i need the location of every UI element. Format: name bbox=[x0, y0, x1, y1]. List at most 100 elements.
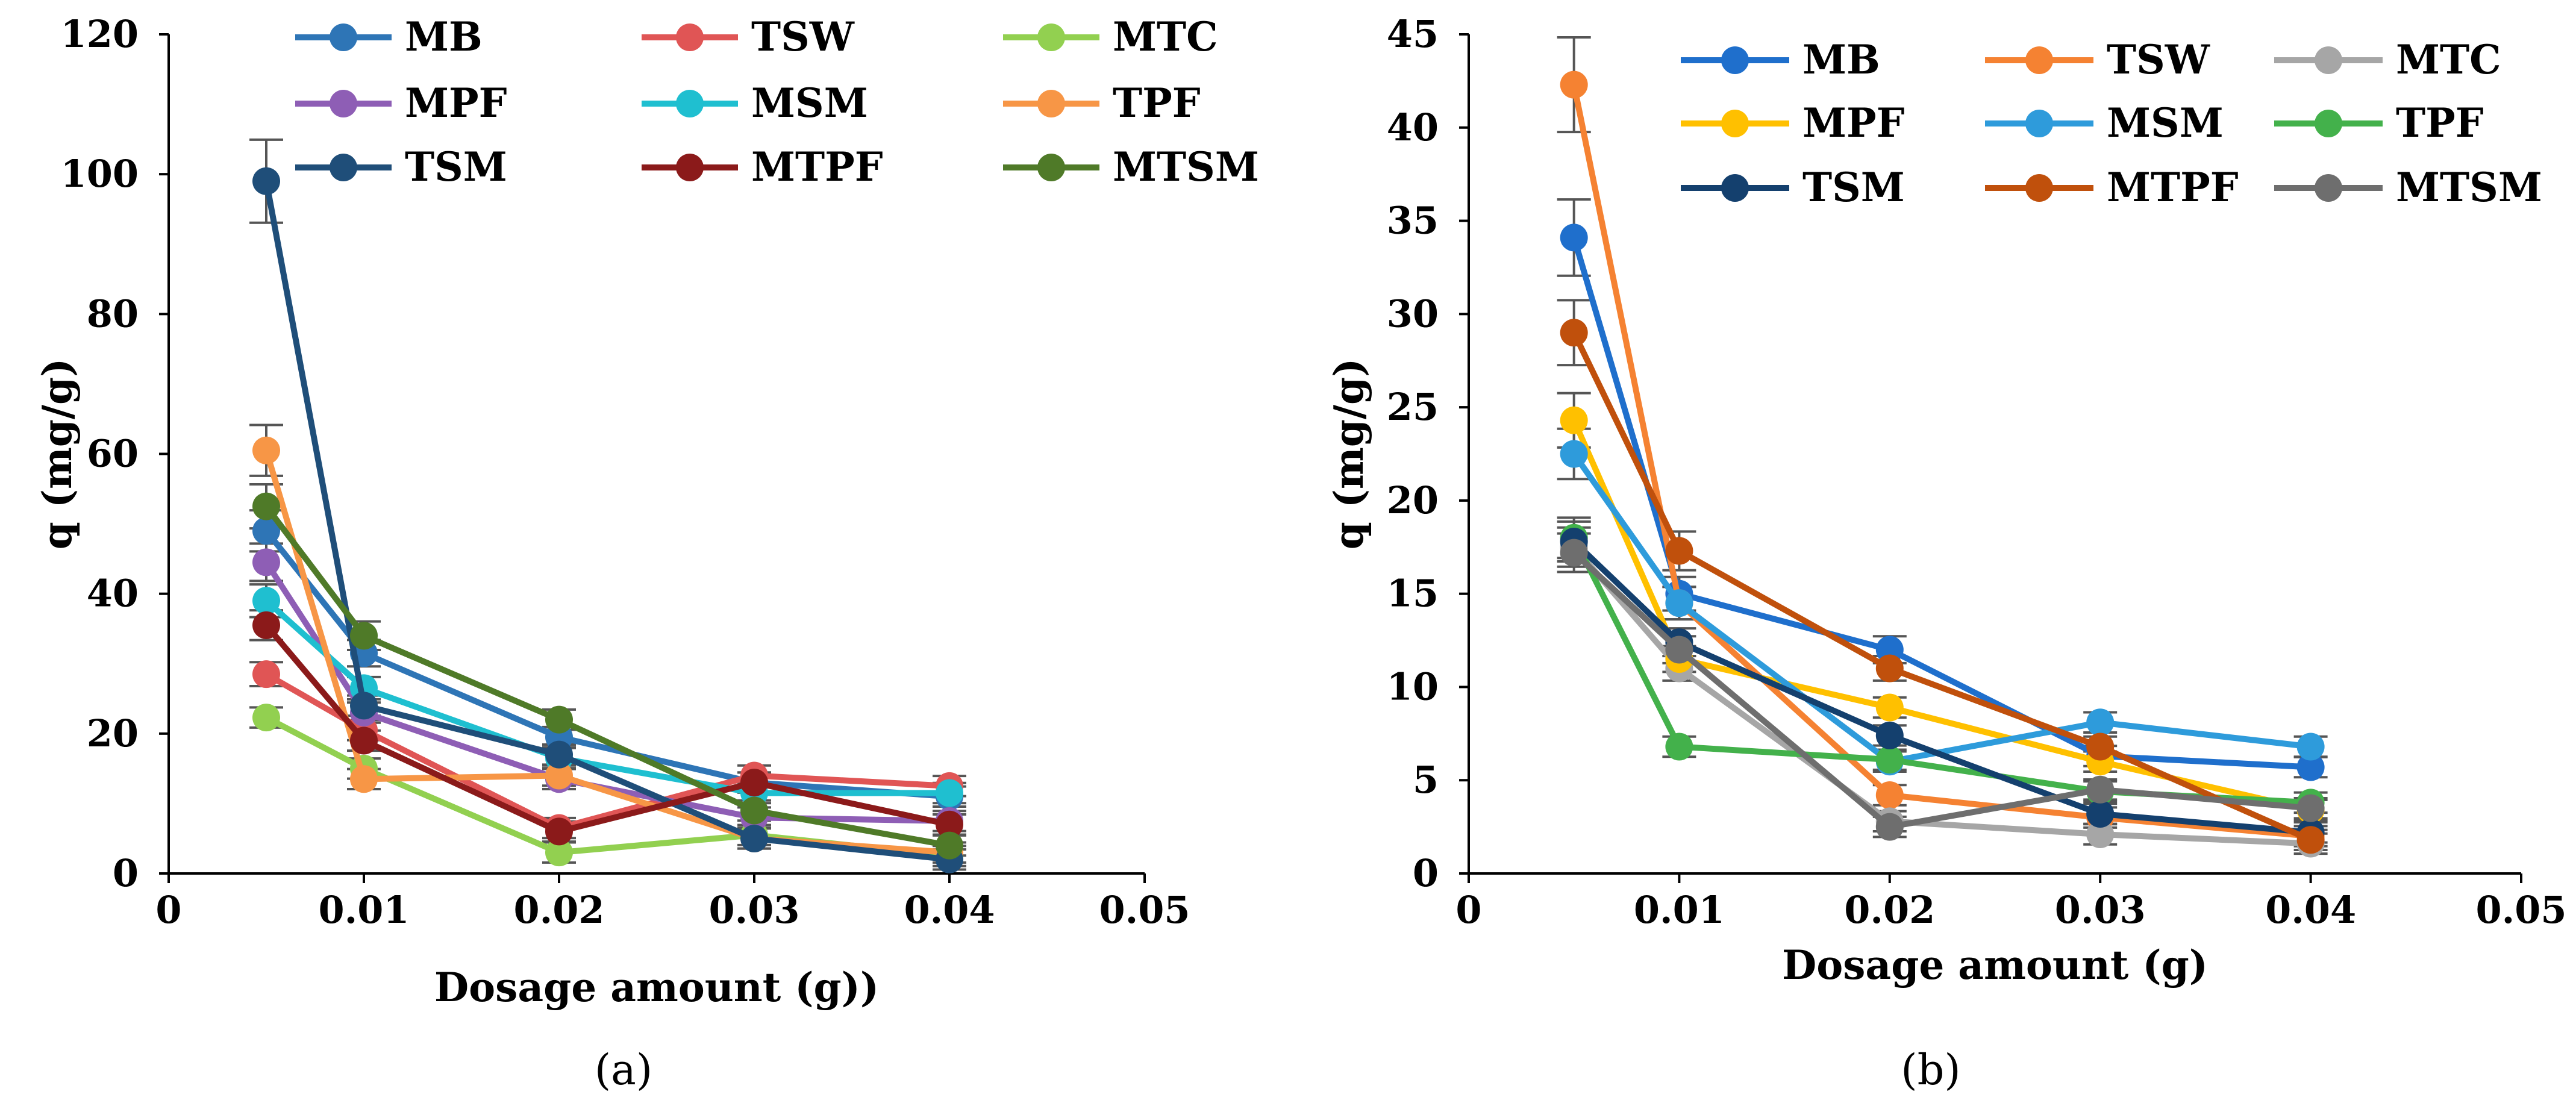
y-tick-label-b: 30 bbox=[1387, 292, 1439, 336]
data-point-b-msm bbox=[1665, 589, 1693, 617]
data-point-a-mtsm bbox=[350, 622, 378, 650]
legend-label-a-tpf: TPF bbox=[1113, 80, 1201, 127]
legend-label-b-tsm: TSM bbox=[1802, 164, 1905, 211]
legend-label-a-tsw: TSW bbox=[751, 13, 855, 60]
legend-label-b-mtpf: MTPF bbox=[2107, 164, 2239, 211]
y-tick-label-b: 5 bbox=[1413, 758, 1439, 802]
y-tick-label-a: 40 bbox=[87, 572, 139, 616]
data-point-b-tsw bbox=[1560, 70, 1588, 99]
x-tick-label-a: 0.02 bbox=[513, 888, 604, 932]
data-point-a-mtpf bbox=[936, 810, 963, 839]
y-tick-label-a: 80 bbox=[87, 292, 139, 336]
data-point-b-mtpf bbox=[1560, 319, 1588, 347]
legend-marker-b-msm bbox=[2025, 110, 2053, 137]
legend-marker-b-tsw bbox=[2025, 46, 2053, 74]
data-point-a-tsm bbox=[252, 167, 280, 195]
data-point-b-mb bbox=[1560, 223, 1588, 252]
y-tick-label-b: 35 bbox=[1387, 199, 1439, 243]
legend-label-b-msm: MSM bbox=[2107, 99, 2224, 146]
y-tick-label-a: 60 bbox=[87, 432, 139, 476]
data-point-a-tsm bbox=[740, 824, 768, 852]
legend-marker-a-msm bbox=[676, 90, 704, 117]
y-tick-label-a: 100 bbox=[61, 152, 139, 196]
legend-label-a-tsm: TSM bbox=[405, 143, 507, 190]
data-point-a-mtsm bbox=[936, 831, 963, 860]
x-tick-label-b: 0.02 bbox=[1844, 888, 1935, 932]
y-tick-label-b: 40 bbox=[1387, 105, 1439, 149]
chart-panel-b: 0 5 10 15 20 25 30 35 40 45 0 0.01 0.02 0.03 0.04 0.05 D… bbox=[1325, 12, 2567, 989]
data-point-a-mtpf bbox=[740, 769, 768, 797]
legend-label-a-mb: MB bbox=[405, 13, 483, 60]
data-point-a-tsw bbox=[252, 660, 280, 689]
x-tick-label-b: 0.03 bbox=[2055, 888, 2146, 932]
data-point-a-tsm bbox=[545, 740, 573, 769]
data-point-b-tpf bbox=[1875, 746, 1904, 774]
legend-marker-b-mtpf bbox=[2025, 174, 2053, 202]
data-point-b-mtsm bbox=[2086, 775, 2115, 804]
caption-b: (b) bbox=[1901, 1045, 1960, 1095]
legend-label-b-tsw: TSW bbox=[2107, 36, 2210, 83]
legend-marker-a-tsm bbox=[330, 154, 357, 181]
data-point-b-msm bbox=[1560, 440, 1588, 468]
data-point-b-mpf bbox=[1560, 406, 1588, 434]
data-point-a-mtpf bbox=[545, 817, 573, 846]
data-point-a-mtsm bbox=[740, 796, 768, 825]
legend-label-a-mtsm: MTSM bbox=[1113, 143, 1259, 190]
data-point-b-mtsm bbox=[1665, 636, 1693, 664]
data-point-b-mtpf bbox=[2296, 826, 2325, 854]
legend-label-a-mpf: MPF bbox=[405, 80, 507, 127]
data-point-b-msm bbox=[2086, 708, 2115, 737]
x-tick-label-a: 0.05 bbox=[1099, 888, 1190, 932]
legend-marker-b-mb bbox=[1721, 46, 1749, 74]
data-point-a-mtsm bbox=[252, 492, 280, 520]
legend-marker-a-tsw bbox=[676, 23, 704, 51]
legend-marker-b-mtc bbox=[2315, 46, 2342, 74]
data-point-b-mb bbox=[2296, 753, 2325, 781]
y-tick-label-a: 120 bbox=[61, 12, 139, 56]
legend-label-b-mtsm: MTSM bbox=[2396, 164, 2542, 211]
data-point-a-mtpf bbox=[252, 611, 280, 639]
data-point-a-mtsm bbox=[545, 705, 573, 734]
x-tick-label-a: 0.03 bbox=[708, 888, 799, 932]
data-point-b-mtsm bbox=[1875, 813, 1904, 841]
x-tick-label-b: 0.04 bbox=[2265, 888, 2356, 932]
data-point-b-tpf bbox=[1665, 733, 1693, 761]
x-tick-label-a: 0.04 bbox=[904, 888, 995, 932]
legend-marker-a-mb bbox=[330, 23, 357, 51]
data-point-a-tpf bbox=[252, 436, 280, 464]
legend-marker-b-tsm bbox=[1721, 174, 1749, 202]
legend-label-a-msm: MSM bbox=[751, 80, 868, 127]
data-point-b-tsm bbox=[1875, 721, 1904, 749]
y-tick-label-b: 45 bbox=[1387, 12, 1439, 56]
y-tick-label-b: 0 bbox=[1413, 851, 1439, 895]
y-tick-label-b: 20 bbox=[1387, 478, 1439, 522]
x-tick-label-b: 0.05 bbox=[2475, 888, 2566, 932]
x-tick-label-a: 0.01 bbox=[318, 888, 409, 932]
legend-marker-a-mpf bbox=[330, 90, 357, 117]
legend-label-a-mtc: MTC bbox=[1113, 13, 1218, 60]
data-point-a-tsm bbox=[350, 692, 378, 720]
x-axis-label-a: Dosage amount (g)) bbox=[434, 964, 879, 1011]
legend-label-b-tpf: TPF bbox=[2396, 99, 2484, 146]
data-point-b-mtsm bbox=[2296, 794, 2325, 822]
legend-marker-b-mpf bbox=[1721, 110, 1749, 137]
data-point-a-mtpf bbox=[350, 726, 378, 755]
data-point-b-mtc bbox=[2086, 820, 2115, 848]
data-point-a-msm bbox=[936, 779, 963, 807]
legend-label-b-mtc: MTC bbox=[2396, 36, 2501, 83]
data-point-a-mpf bbox=[252, 548, 280, 576]
legend-marker-a-mtsm bbox=[1037, 154, 1065, 181]
data-point-b-mtsm bbox=[1560, 539, 1588, 567]
x-axis-label-b: Dosage amount (g) bbox=[1782, 942, 2208, 989]
data-point-a-mtc bbox=[252, 704, 280, 732]
data-point-b-mtpf bbox=[1665, 537, 1693, 565]
y-tick-label-b: 25 bbox=[1387, 385, 1439, 429]
data-point-b-mtpf bbox=[2086, 733, 2115, 761]
data-point-b-tsm bbox=[2086, 799, 2115, 828]
data-point-a-mb bbox=[252, 517, 280, 545]
y-tick-label-a: 20 bbox=[87, 711, 139, 755]
legend-marker-a-mtpf bbox=[676, 154, 704, 181]
data-point-a-mtc bbox=[545, 839, 573, 867]
legend-label-a-mtpf: MTPF bbox=[751, 143, 883, 190]
